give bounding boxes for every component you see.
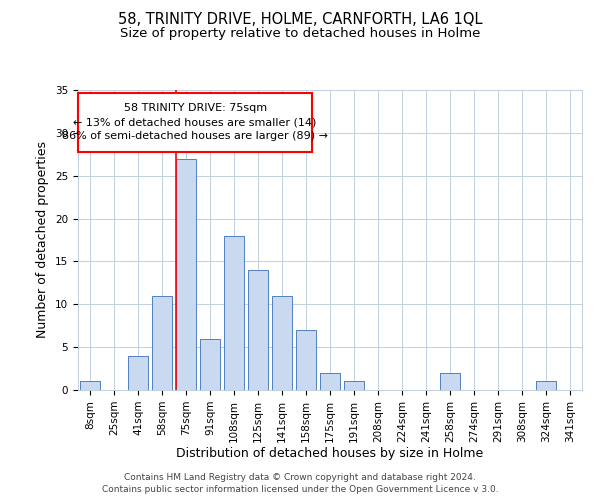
Bar [128, 356, 148, 390]
Bar [440, 373, 460, 390]
Text: Contains HM Land Registry data © Crown copyright and database right 2024.
Contai: Contains HM Land Registry data © Crown c… [101, 473, 499, 494]
X-axis label: Distribution of detached houses by size in Holme: Distribution of detached houses by size … [176, 448, 484, 460]
Bar [536, 382, 556, 390]
Text: 58 TRINITY DRIVE: 75sqm
← 13% of detached houses are smaller (14)
86% of semi-de: 58 TRINITY DRIVE: 75sqm ← 13% of detache… [62, 104, 328, 141]
Bar [224, 236, 244, 390]
Bar [152, 296, 172, 390]
FancyBboxPatch shape [78, 93, 313, 152]
Text: 58, TRINITY DRIVE, HOLME, CARNFORTH, LA6 1QL: 58, TRINITY DRIVE, HOLME, CARNFORTH, LA6… [118, 12, 482, 28]
Y-axis label: Number of detached properties: Number of detached properties [37, 142, 49, 338]
Bar [320, 373, 340, 390]
Bar [200, 338, 220, 390]
Bar [176, 158, 196, 390]
Bar [80, 382, 100, 390]
Bar [296, 330, 316, 390]
Bar [248, 270, 268, 390]
Bar [344, 382, 364, 390]
Text: Size of property relative to detached houses in Holme: Size of property relative to detached ho… [120, 28, 480, 40]
Bar [272, 296, 292, 390]
